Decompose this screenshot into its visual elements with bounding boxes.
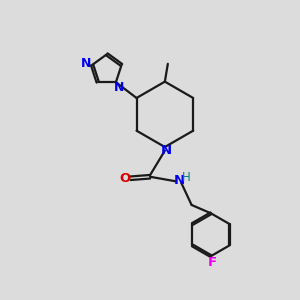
Text: N: N bbox=[161, 143, 172, 157]
Text: F: F bbox=[208, 256, 217, 269]
Text: N: N bbox=[114, 81, 124, 94]
Text: H: H bbox=[182, 171, 191, 184]
Text: O: O bbox=[120, 172, 131, 185]
Text: N: N bbox=[173, 174, 184, 187]
Text: N: N bbox=[80, 57, 91, 70]
